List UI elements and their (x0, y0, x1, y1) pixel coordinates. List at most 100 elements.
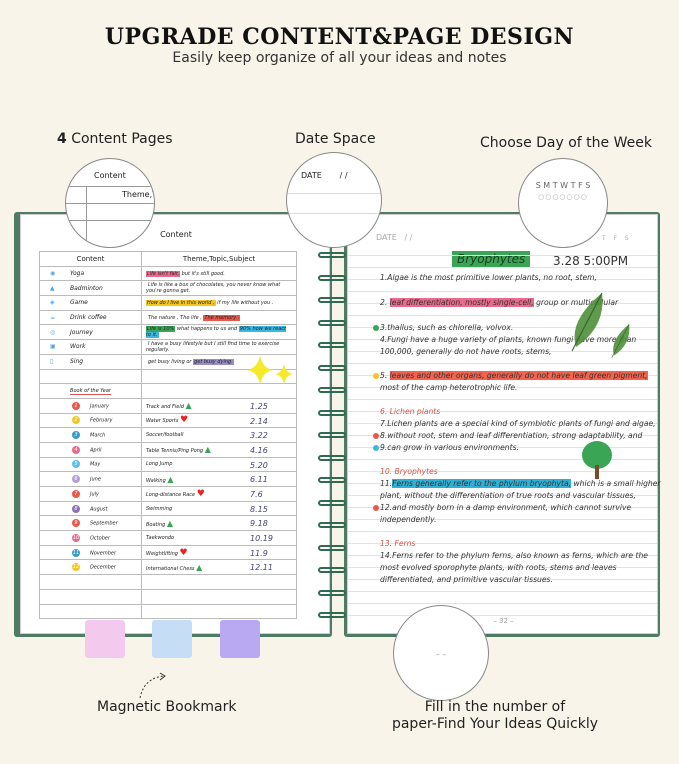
date-value: 4.16 (250, 445, 268, 455)
month-number-badge: 2 (72, 416, 80, 425)
spiral-ring (318, 364, 346, 371)
highlight: leaves and other organs, generally do no… (389, 371, 648, 380)
spiral-ring (318, 409, 346, 416)
spiral-ring (318, 274, 346, 281)
date-value: 12.11 (250, 563, 273, 573)
line-text: 7.Lichen plants are a special kind of sy… (380, 419, 656, 428)
line-text: 11. (380, 479, 393, 488)
ruled-line (348, 615, 657, 616)
line-text: 1.Algae is the most primitive lower plan… (380, 273, 597, 282)
table-row: ◈ Game How do I live in this world , if m… (39, 295, 297, 311)
month-number-badge: 10 (72, 533, 80, 542)
left-page: Content Content Theme,Topic,Subject ◉ Yoga … (20, 214, 330, 634)
highlight: leaf differentiation, mostly single-cell… (389, 298, 534, 307)
sparkle-icon (275, 363, 293, 385)
month-label: February (90, 417, 113, 424)
theme-text: but it's still good. (180, 270, 225, 277)
note-line: 9.can grow in various environments. (373, 443, 519, 452)
ruled-line (348, 423, 657, 424)
theme-text: what happens to us and (175, 326, 239, 333)
month-number-badge: 9 (72, 519, 80, 528)
line-text: 14.Ferns refer to the phylum ferns, also… (380, 551, 648, 560)
month-label: September (90, 520, 118, 527)
magnetic-bookmark[interactable] (220, 620, 260, 658)
date-value: 5.20 (250, 460, 268, 470)
table-row: Content Theme,Topic,Subject (39, 251, 297, 267)
ruled-line (348, 315, 657, 316)
table-row: 3 March Soccer/football 3.22 (39, 427, 297, 443)
sport-label: Weightlifting (146, 550, 178, 557)
note-line: 14.Ferns refer to the phylum ferns, also… (380, 551, 648, 560)
triangle-icon: ▲ (196, 562, 203, 572)
month-number-badge: 5 (72, 460, 80, 469)
theme-text: The nature , The life , (148, 314, 204, 321)
line-text: most of the camp heterotrophic life. (380, 383, 518, 392)
ruled-line (348, 363, 657, 364)
line-text: 13. Ferns (380, 539, 416, 548)
note-line: 5. leaves and other organs, generally do… (373, 371, 648, 380)
table-row: Book of the Year (39, 383, 297, 399)
page-title: UPGRADE CONTENT&PAGE DESIGN (104, 24, 575, 50)
number-dot-icon (373, 325, 379, 331)
ruled-line (348, 279, 657, 280)
line-text: plant, without the differentiation of tr… (380, 491, 636, 500)
month-label: May (90, 461, 101, 468)
line-text: 5. (380, 371, 390, 380)
line-text: 2. (380, 298, 390, 307)
ruled-line (348, 591, 657, 592)
weekday-selector[interactable]: T F S (602, 235, 632, 242)
date-slashes: / / (404, 233, 413, 242)
sport-label: Boating (146, 521, 166, 528)
table-row: 6 June Walking ▲ 6.11 (39, 471, 297, 487)
content-label: Yoga (70, 270, 85, 278)
spiral-ring (318, 387, 346, 393)
spiral-ring (318, 319, 346, 326)
note-line: most evolved sporophyte plants, with roo… (380, 563, 617, 572)
note-line: 4.Fungi have a huge variety of plants, k… (380, 335, 636, 344)
callout-page-number-2: paper-Find Your Ideas Quickly (391, 716, 599, 732)
triangle-icon: ▲ (166, 518, 173, 528)
magnetic-bookmark[interactable] (152, 620, 192, 658)
table-row (39, 588, 297, 605)
sport-label: Table Tennis/Ping Pong (146, 448, 204, 455)
magnifier-date: DATE / / (286, 152, 382, 248)
sport-label: Long Jump (146, 461, 173, 468)
note-line: 100,000, generally do not have roots, st… (380, 347, 551, 356)
spiral-ring (318, 432, 346, 438)
line-text: group or multicellular (533, 298, 619, 307)
sport-label: Walking (146, 477, 166, 484)
ruled-line (348, 447, 657, 448)
triangle-icon: ▲ (167, 474, 174, 484)
magnifier-page-number: – – (393, 605, 489, 701)
sing-icon: ▯ (50, 358, 54, 366)
ruled-line (348, 411, 657, 412)
sport-label: Swimming (146, 505, 173, 512)
spiral-ring (318, 544, 346, 551)
month-label: October (90, 535, 111, 542)
leaf-icon (611, 324, 630, 358)
callout-day-of-week: Choose Day of the Week (480, 135, 652, 151)
theme-text: I have a busy lifestyle but I still find… (146, 340, 280, 353)
magnifier-weekdays-label: S M T W T F S (535, 181, 591, 190)
table-row: 5 May Long Jump 5.20 (39, 456, 297, 473)
month-number-badge: 6 (72, 475, 80, 484)
date-value: 10.19 (250, 534, 273, 544)
tree-icon (582, 441, 612, 479)
line-text: 3.thallus, such as chlorella, volvox. (380, 323, 514, 332)
date-value: 2.14 (250, 416, 268, 426)
heart-icon: ♥ (179, 547, 188, 558)
note-line: 3.thallus, such as chlorella, volvox. (373, 323, 514, 332)
line-text: 10. Bryophytes (380, 467, 438, 476)
date-text: DATE (376, 233, 397, 242)
theme-text: if my life without you . (215, 299, 274, 306)
number-dot-icon (373, 505, 379, 511)
month-number-badge: 8 (72, 504, 80, 513)
ruled-line (348, 387, 657, 388)
content-label: Badminton (70, 284, 103, 292)
table-row: 1 January Track and Field ▲ 1.25 (39, 397, 297, 414)
magnetic-bookmark[interactable] (85, 620, 125, 658)
content-table: Content Theme,Topic,Subject ◉ Yoga Life isn… (39, 251, 297, 620)
highlight: Ferns generally refer to the phylum bryo… (392, 479, 572, 488)
date-value: 9.18 (250, 519, 268, 529)
magnifier-date-label: DATE (301, 171, 322, 180)
